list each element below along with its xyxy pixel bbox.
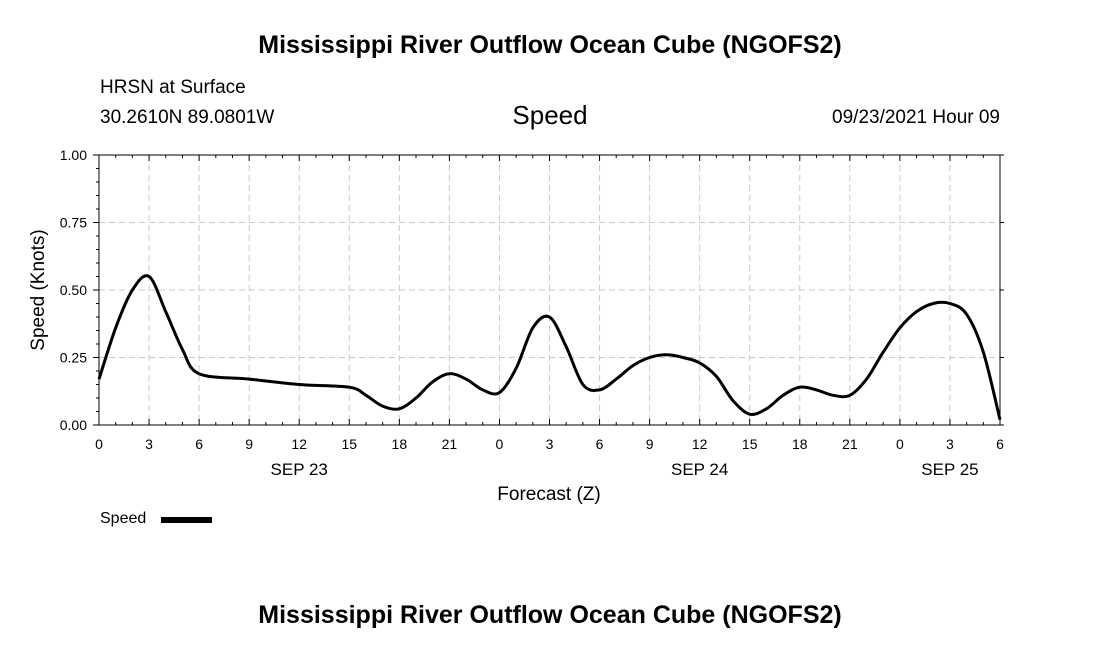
x-tick-label: 6 xyxy=(996,436,1004,452)
axis-ticks: 0 3 6 9 12 15 18 21 0 3 6 9 12 15 18 21 0 3 6 0.00 0.25 0.50 0… xyxy=(60,147,1004,479)
x-axis-label: Forecast (Z) xyxy=(497,484,600,505)
x-tick-label: 15 xyxy=(341,436,357,452)
x-tick-label: 3 xyxy=(145,436,153,452)
x-tick-label: 9 xyxy=(245,436,253,452)
x-tick-label: 18 xyxy=(392,436,408,452)
x-tick-label: 18 xyxy=(792,436,808,452)
x-tick-label: 15 xyxy=(742,436,758,452)
x-tick-label: 3 xyxy=(946,436,954,452)
y-tick-label: 0.00 xyxy=(60,417,87,433)
timestamp-label: 09/23/2021 Hour 09 xyxy=(832,107,1000,128)
date-label: SEP 25 xyxy=(921,460,978,479)
x-tick-label: 21 xyxy=(842,436,858,452)
x-tick-label: 21 xyxy=(442,436,458,452)
x-tick-label: 12 xyxy=(692,436,708,452)
y-tick-label: 0.25 xyxy=(60,350,87,366)
y-tick-label: 0.50 xyxy=(60,282,87,298)
legend-label: Speed xyxy=(100,510,147,527)
series-layer xyxy=(97,274,1002,420)
x-tick-label: 12 xyxy=(291,436,307,452)
series-line-speed xyxy=(97,274,1002,420)
legend-swatch xyxy=(161,517,212,523)
y-tick-label: 1.00 xyxy=(60,147,87,163)
date-label: SEP 24 xyxy=(671,460,728,479)
grid-lines xyxy=(99,155,1000,425)
x-tick-label: 6 xyxy=(195,436,203,452)
x-tick-label: 9 xyxy=(646,436,654,452)
footer-title: Mississippi River Outflow Ocean Cube (NG… xyxy=(258,601,842,629)
y-axis-label: Speed (Knots) xyxy=(28,229,49,350)
chart-title: Mississippi River Outflow Ocean Cube (NG… xyxy=(258,31,842,59)
x-tick-label: 6 xyxy=(596,436,604,452)
date-label: SEP 23 xyxy=(271,460,328,479)
y-tick-label: 0.75 xyxy=(60,215,87,231)
variable-title: Speed xyxy=(512,100,588,130)
x-tick-label: 0 xyxy=(496,436,504,452)
x-tick-label: 0 xyxy=(896,436,904,452)
x-tick-label: 0 xyxy=(95,436,103,452)
station-label: HRSN at Surface xyxy=(100,77,246,98)
x-tick-label: 3 xyxy=(546,436,554,452)
coordinates-label: 30.2610N 89.0801W xyxy=(100,107,275,128)
